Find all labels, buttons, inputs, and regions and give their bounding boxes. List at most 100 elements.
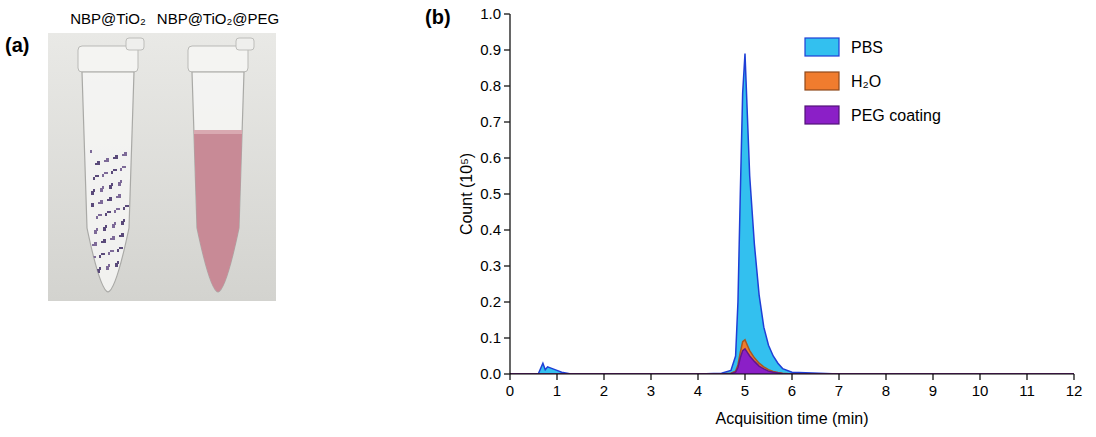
speck [94, 230, 97, 234]
x-tick [932, 374, 933, 380]
speck [99, 255, 101, 258]
x-tick [744, 374, 745, 380]
speck [93, 177, 95, 180]
speck [92, 244, 96, 246]
tube-content [188, 130, 248, 300]
speck [91, 191, 94, 195]
y-tick [504, 301, 510, 302]
x-tick-label: 4 [694, 382, 702, 399]
x-tick [791, 374, 792, 380]
y-tick [504, 49, 510, 50]
area-fill [510, 54, 1074, 374]
legend-label: H₂O [851, 73, 881, 90]
speck [97, 269, 100, 273]
y-tick-label: 0.2 [480, 293, 501, 310]
speck [107, 211, 111, 213]
speck [112, 224, 115, 228]
figure: (a)NBP@TiO₂NBP@TiO₂@PEG(b)0.00.10.20.30.… [0, 0, 1096, 437]
speck [109, 185, 112, 189]
speck [103, 227, 106, 231]
speck [123, 207, 125, 210]
speck [120, 168, 122, 171]
speck [101, 241, 105, 243]
y-tick [504, 265, 510, 266]
x-tick [838, 374, 839, 380]
y-tick-label: 0.8 [480, 77, 501, 94]
speck [121, 221, 124, 225]
speck [119, 247, 123, 249]
x-tick-label: 0 [506, 382, 514, 399]
speck [117, 249, 119, 252]
tube-content [90, 150, 129, 273]
x-tick-label: 5 [741, 382, 749, 399]
x-tick [603, 374, 604, 380]
y-tick-label: 0.1 [480, 329, 501, 346]
plot-area [510, 54, 1074, 374]
legend-swatch [805, 72, 839, 90]
photo-background [48, 33, 276, 301]
liquid [188, 130, 248, 300]
speck [115, 263, 118, 267]
legend-swatch [805, 38, 839, 56]
tube-label: NBP@TiO₂ [70, 10, 146, 27]
x-tick [1026, 374, 1027, 380]
speck [118, 182, 121, 186]
x-tick-label: 10 [972, 382, 989, 399]
x-tick [509, 374, 510, 380]
tube-hinge [126, 38, 144, 50]
legend-label: PEG coating [851, 107, 941, 124]
speck [125, 205, 129, 207]
legend-swatch [805, 106, 839, 124]
y-tick-label: 0.9 [480, 41, 501, 58]
legend-label: PBS [851, 39, 883, 56]
y-tick [504, 373, 510, 374]
speck [110, 238, 114, 240]
speck [91, 203, 94, 207]
y-tick [504, 121, 510, 122]
area-fill [510, 340, 1074, 374]
speck [108, 252, 110, 255]
speck [95, 175, 99, 177]
x-tick [697, 374, 698, 380]
x-axis-title: Acquisition time (min) [716, 410, 869, 427]
speck [104, 172, 108, 174]
area-outline [510, 54, 1074, 374]
x-tick [979, 374, 980, 380]
x-tick-label: 3 [647, 382, 655, 399]
speck [113, 157, 117, 159]
x-tick [556, 374, 557, 380]
x-tick-label: 12 [1066, 382, 1083, 399]
tube-label: NBP@TiO₂@PEG [157, 10, 279, 27]
y-tick-label: 0.0 [480, 365, 501, 382]
area-fill [510, 349, 1074, 374]
speck [90, 258, 92, 261]
x-tick [650, 374, 651, 380]
x-tick-label: 6 [788, 382, 796, 399]
panel-label: (b) [425, 6, 451, 28]
x-tick-label: 11 [1019, 382, 1035, 399]
meniscus [188, 130, 248, 134]
x-tick [885, 374, 886, 380]
y-tick-label: 0.4 [480, 221, 501, 238]
tube-hinge [236, 38, 254, 50]
speck [119, 235, 123, 237]
x-tick-label: 8 [882, 382, 890, 399]
speck [96, 216, 98, 219]
area-outline [510, 340, 1074, 374]
y-tick-label: 1.0 [480, 5, 501, 22]
speck [107, 199, 111, 201]
x-tick-label: 1 [553, 382, 561, 399]
speck [122, 154, 126, 156]
speck [111, 171, 113, 174]
x-tick-label: 7 [835, 382, 843, 399]
y-tick [504, 157, 510, 158]
speck [95, 163, 99, 165]
y-tick [504, 13, 510, 14]
tube-body [82, 72, 134, 292]
x-tick [1073, 374, 1074, 380]
speck [102, 174, 104, 177]
speck [104, 160, 108, 162]
legend: PBS H₂O PEG coating [805, 38, 941, 124]
y-tick-label: 0.7 [480, 113, 501, 130]
speck [90, 150, 92, 153]
